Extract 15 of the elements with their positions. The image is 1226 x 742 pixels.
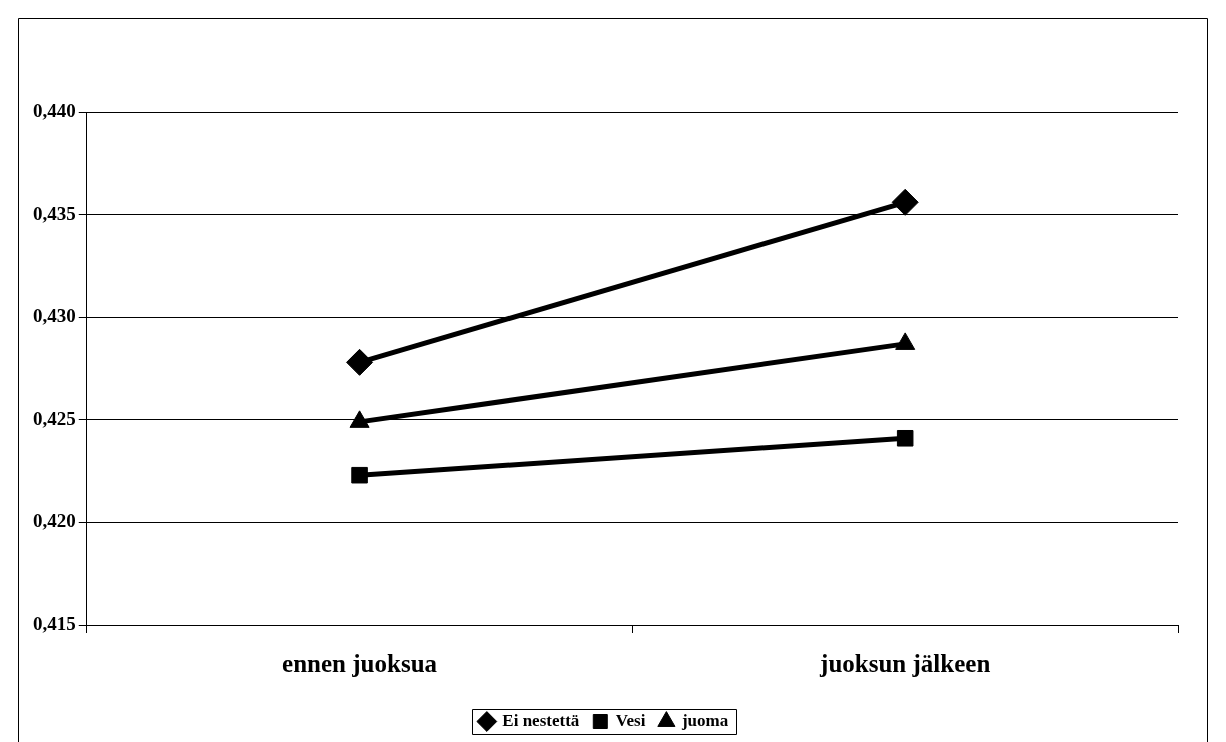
- y-tick-label: 0,440: [33, 99, 76, 121]
- point: [896, 429, 914, 447]
- y-tick-label: 0,420: [33, 510, 76, 532]
- legend-label: Vesi: [615, 710, 646, 730]
- x-tick-label: ennen juoksua: [282, 650, 438, 678]
- y-tick-label: 0,430: [33, 305, 76, 327]
- y-tick-label: 0,435: [33, 202, 76, 224]
- y-tick-label: 0,415: [33, 612, 76, 634]
- point: [346, 348, 374, 376]
- y-tick-label: 0,425: [33, 407, 76, 429]
- point: [891, 188, 919, 216]
- legend-label: Ei nestettä: [502, 710, 580, 730]
- point: [351, 466, 368, 484]
- legend-label: juoma: [680, 710, 729, 730]
- x-tick-label: juoksun jälkeen: [819, 650, 991, 678]
